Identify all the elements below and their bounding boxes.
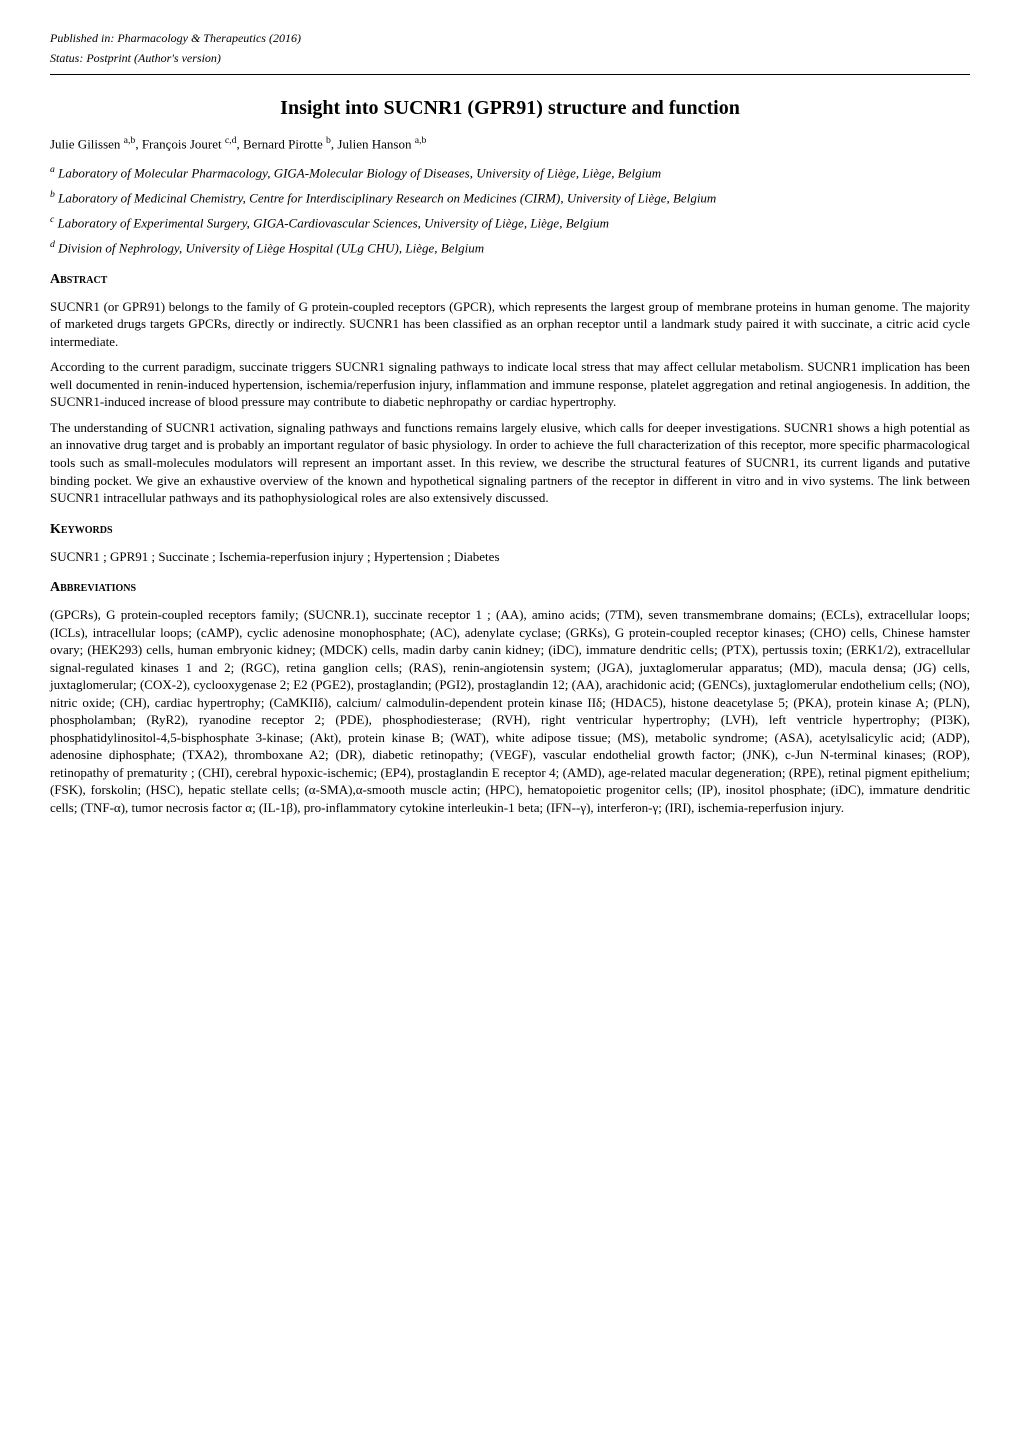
abstract-paragraph-2: According to the current paradigm, succi…: [50, 358, 970, 411]
abbreviations-heading: Abbreviations: [50, 579, 970, 598]
keywords-body: SUCNR1 ; GPR91 ; Succinate ; Ischemia-re…: [50, 548, 970, 566]
abstract-heading: Abstract: [50, 271, 970, 290]
affiliation-a: a Laboratory of Molecular Pharmacology, …: [50, 163, 970, 182]
authors-line: Julie Gilissen a,b, François Jouret c,d,…: [50, 134, 970, 153]
publication-line-2: Status: Postprint (Author's version): [50, 50, 970, 66]
publication-line-1: Published in: Pharmacology & Therapeutic…: [50, 30, 970, 46]
abbreviations-body: (GPCRs), G protein-coupled receptors fam…: [50, 606, 970, 817]
paper-title: Insight into SUCNR1 (GPR91) structure an…: [50, 95, 970, 122]
affiliation-b: b Laboratory of Medicinal Chemistry, Cen…: [50, 188, 970, 207]
affiliation-c: c Laboratory of Experimental Surgery, GI…: [50, 213, 970, 232]
abstract-paragraph-3: The understanding of SUCNR1 activation, …: [50, 419, 970, 507]
abstract-paragraph-1: SUCNR1 (or GPR91) belongs to the family …: [50, 298, 970, 351]
keywords-heading: Keywords: [50, 521, 970, 540]
affiliation-d: d Division of Nephrology, University of …: [50, 238, 970, 257]
header-rule: [50, 74, 970, 75]
